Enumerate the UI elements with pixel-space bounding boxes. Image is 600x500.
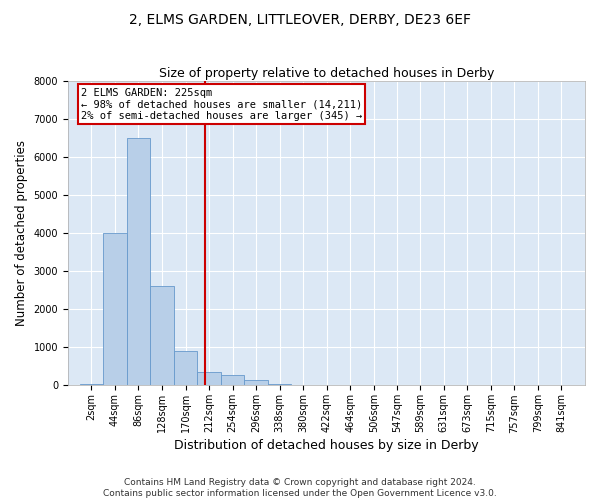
Bar	[80, 384, 103, 386]
Text: 2, ELMS GARDEN, LITTLEOVER, DERBY, DE23 6EF: 2, ELMS GARDEN, LITTLEOVER, DERBY, DE23 …	[129, 12, 471, 26]
Title: Size of property relative to detached houses in Derby: Size of property relative to detached ho…	[159, 66, 494, 80]
X-axis label: Distribution of detached houses by size in Derby: Distribution of detached houses by size …	[174, 440, 479, 452]
Bar	[150, 286, 174, 386]
Bar	[127, 138, 150, 386]
Bar	[174, 351, 197, 386]
Bar	[221, 375, 244, 386]
Bar	[268, 384, 292, 386]
Bar	[244, 380, 268, 386]
Bar	[197, 372, 221, 386]
Bar	[292, 384, 315, 386]
Y-axis label: Number of detached properties: Number of detached properties	[15, 140, 28, 326]
Text: Contains HM Land Registry data © Crown copyright and database right 2024.
Contai: Contains HM Land Registry data © Crown c…	[103, 478, 497, 498]
Bar	[103, 233, 127, 386]
Text: 2 ELMS GARDEN: 225sqm
← 98% of detached houses are smaller (14,211)
2% of semi-d: 2 ELMS GARDEN: 225sqm ← 98% of detached …	[81, 88, 362, 120]
